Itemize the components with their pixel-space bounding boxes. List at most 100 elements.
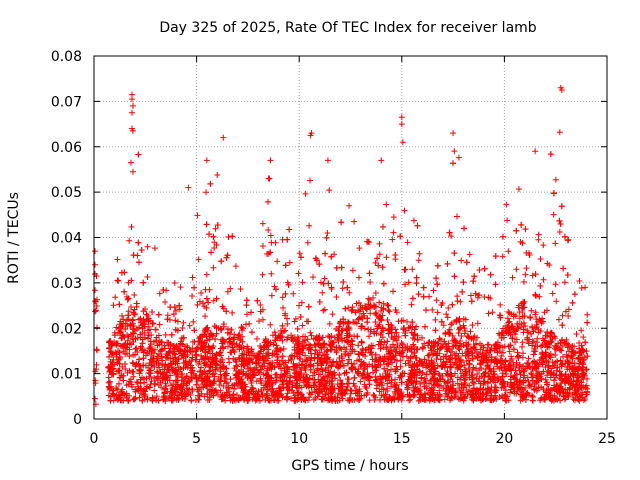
data-point — [302, 190, 309, 197]
data-point — [93, 346, 100, 353]
data-point — [500, 325, 507, 332]
data-point — [380, 386, 387, 393]
data-point — [138, 247, 145, 254]
data-point — [126, 378, 133, 385]
data-point — [502, 393, 509, 400]
data-point — [207, 363, 214, 370]
data-point — [508, 353, 515, 360]
data-point — [474, 320, 481, 327]
data-point — [339, 357, 346, 364]
data-point — [193, 345, 200, 352]
data-point — [315, 371, 322, 378]
data-point — [409, 266, 416, 273]
data-point — [576, 277, 583, 284]
data-point — [565, 379, 572, 386]
data-point — [346, 202, 353, 209]
data-point — [153, 334, 160, 341]
data-point — [535, 384, 542, 391]
data-point — [537, 282, 544, 289]
data-point — [125, 397, 132, 404]
data-point — [501, 364, 508, 371]
data-point — [434, 346, 441, 353]
data-point — [579, 374, 586, 381]
data-point — [519, 240, 526, 247]
data-point — [328, 362, 335, 369]
data-point — [313, 334, 320, 341]
data-point — [158, 384, 165, 391]
data-point — [444, 379, 451, 386]
data-point — [458, 257, 465, 264]
data-point — [268, 270, 275, 277]
data-point — [253, 378, 260, 385]
data-point — [327, 390, 334, 397]
data-point — [518, 305, 525, 312]
data-point — [364, 306, 371, 313]
data-point — [358, 314, 365, 321]
data-point — [578, 284, 585, 291]
data-point — [470, 278, 477, 285]
data-point — [487, 271, 494, 278]
data-point — [190, 318, 197, 325]
data-point — [484, 389, 491, 396]
data-point — [422, 397, 429, 404]
data-point — [516, 315, 523, 322]
data-point — [561, 233, 568, 240]
data-point — [253, 367, 260, 374]
data-point — [238, 384, 245, 391]
data-point — [447, 384, 454, 391]
data-point — [308, 384, 315, 391]
data-point — [202, 359, 209, 366]
data-point — [199, 300, 206, 307]
data-point — [372, 290, 379, 297]
data-point — [264, 374, 271, 381]
data-point — [427, 368, 434, 375]
data-point — [279, 373, 286, 380]
data-point — [532, 311, 539, 318]
data-point — [367, 349, 374, 356]
data-point — [293, 375, 300, 382]
data-point — [490, 371, 497, 378]
data-point — [366, 397, 373, 404]
data-point — [262, 371, 269, 378]
data-point — [485, 366, 492, 373]
data-point — [166, 316, 173, 323]
data-point — [304, 357, 311, 364]
data-point — [264, 386, 271, 393]
data-point — [148, 351, 155, 358]
data-point — [145, 318, 152, 325]
data-point — [298, 362, 305, 369]
data-point — [378, 317, 385, 324]
data-point — [482, 395, 489, 402]
data-point — [354, 333, 361, 340]
data-point — [190, 370, 197, 377]
data-point — [542, 376, 549, 383]
data-point — [259, 316, 266, 323]
data-point — [189, 274, 196, 281]
data-point — [216, 350, 223, 357]
data-point — [196, 298, 203, 305]
data-point — [278, 327, 285, 334]
data-point — [257, 308, 264, 315]
data-point — [505, 248, 512, 255]
data-point — [547, 151, 554, 158]
data-point — [430, 287, 437, 294]
data-point — [561, 279, 568, 286]
data-point — [564, 271, 571, 278]
data-point — [189, 364, 196, 371]
data-point — [210, 392, 217, 399]
data-point — [132, 346, 139, 353]
data-point — [380, 280, 387, 287]
data-point — [302, 352, 309, 359]
data-point — [338, 328, 345, 335]
data-point — [580, 334, 587, 341]
data-point — [256, 318, 263, 325]
data-point — [456, 318, 463, 325]
data-point — [520, 363, 527, 370]
data-point — [409, 335, 416, 342]
data-point — [349, 346, 356, 353]
data-point — [570, 378, 577, 385]
data-point — [146, 367, 153, 374]
data-point — [497, 314, 504, 321]
data-point — [135, 387, 142, 394]
data-point — [469, 322, 476, 329]
